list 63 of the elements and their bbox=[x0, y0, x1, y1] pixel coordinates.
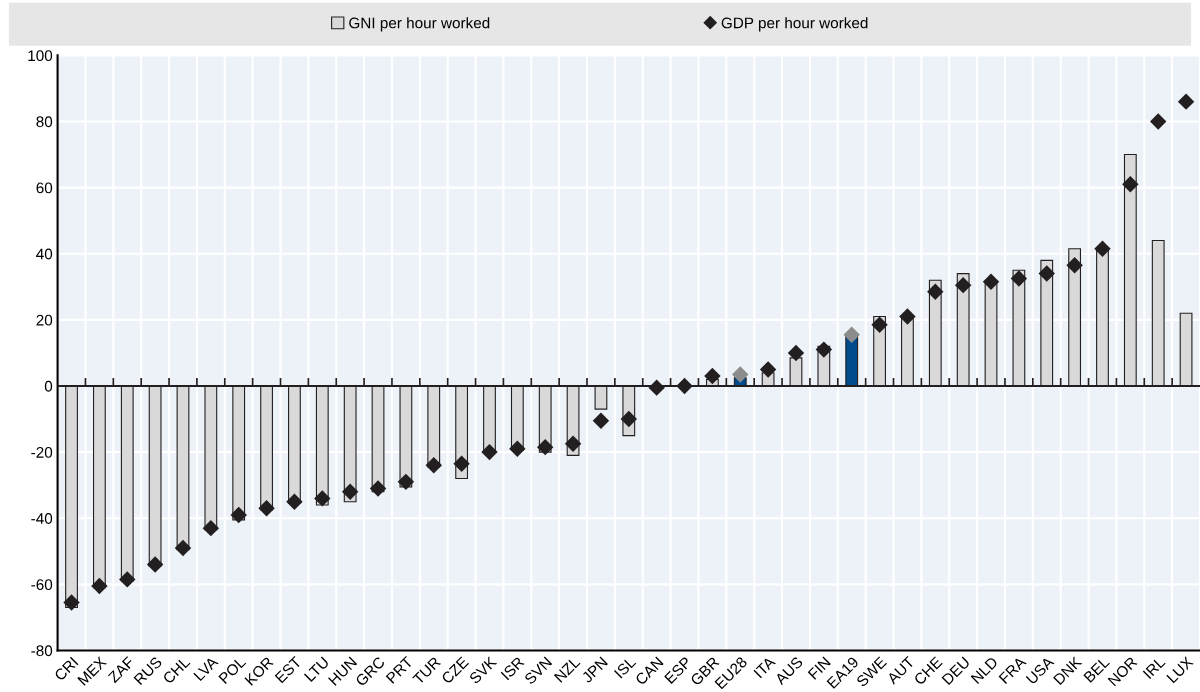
x-tick-label: POL bbox=[218, 655, 247, 685]
y-tick-label: 40 bbox=[36, 248, 53, 260]
point bbox=[536, 438, 554, 456]
point bbox=[258, 500, 275, 517]
y-tick-label: -40 bbox=[31, 513, 53, 524]
point bbox=[704, 367, 721, 385]
point bbox=[564, 435, 582, 453]
x-tick-label: LVA bbox=[193, 655, 219, 682]
point bbox=[230, 506, 247, 524]
point bbox=[397, 473, 415, 491]
point bbox=[146, 556, 164, 573]
x-tick-label: USA bbox=[1025, 655, 1055, 685]
point bbox=[314, 490, 331, 507]
point bbox=[815, 341, 833, 358]
point bbox=[1149, 113, 1167, 130]
point bbox=[871, 316, 888, 334]
point bbox=[954, 276, 972, 294]
point bbox=[174, 539, 192, 557]
y-tick-label: 100 bbox=[28, 50, 53, 62]
legend-label: GDP per hour worked bbox=[721, 17, 868, 32]
y-tick-label: -80 bbox=[31, 645, 53, 657]
x-tick-label: ITA bbox=[753, 655, 776, 679]
point bbox=[1038, 265, 1055, 282]
x-tick-label: ISL bbox=[613, 655, 637, 679]
point bbox=[927, 283, 944, 300]
point bbox=[453, 455, 470, 472]
point bbox=[202, 519, 220, 537]
y-tick-label: -20 bbox=[31, 446, 53, 458]
legend-label: GNI per hour worked bbox=[349, 17, 490, 32]
x-tick-label: IRL bbox=[1142, 656, 1166, 679]
x-tick-label: CRI bbox=[53, 656, 79, 682]
point bbox=[592, 412, 610, 429]
point bbox=[899, 308, 916, 325]
point bbox=[509, 440, 526, 458]
point bbox=[119, 571, 136, 588]
point bbox=[286, 493, 303, 510]
point bbox=[369, 480, 387, 497]
point bbox=[1094, 240, 1111, 257]
x-tick-label: ISR bbox=[500, 656, 525, 681]
point bbox=[1122, 176, 1139, 193]
point bbox=[759, 361, 777, 378]
point bbox=[732, 366, 749, 383]
point bbox=[787, 344, 805, 362]
point bbox=[1010, 270, 1028, 287]
point bbox=[63, 594, 80, 611]
y-tick-label: -60 bbox=[31, 579, 53, 591]
point bbox=[843, 326, 860, 343]
y-tick-label: 20 bbox=[36, 314, 53, 326]
point bbox=[481, 443, 498, 461]
y-tick-label: 60 bbox=[36, 182, 53, 194]
x-tick-label: NZL bbox=[553, 656, 581, 683]
x-tick-label: BEL bbox=[1083, 656, 1110, 683]
point bbox=[425, 457, 442, 474]
point bbox=[91, 577, 108, 595]
y-tick-label: 80 bbox=[36, 116, 53, 128]
y-tick-label: 0 bbox=[44, 380, 53, 392]
point bbox=[1177, 93, 1195, 110]
point bbox=[1066, 257, 1083, 274]
point bbox=[341, 483, 359, 500]
point bbox=[982, 273, 1000, 291]
point bbox=[620, 410, 638, 428]
x-tick-label: FRA bbox=[998, 655, 1027, 684]
x-tick-label: CHL bbox=[162, 655, 191, 685]
